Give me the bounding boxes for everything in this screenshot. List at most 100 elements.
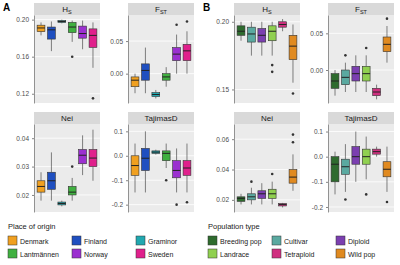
median — [162, 76, 170, 77]
outlier — [365, 47, 368, 50]
box — [68, 165, 76, 200]
box-body — [268, 189, 276, 198]
whisker-low — [41, 192, 42, 201]
tick: 0.1 — [314, 128, 328, 135]
outlier — [175, 203, 178, 206]
grid-line — [128, 180, 194, 181]
tick-mark — [126, 131, 128, 132]
legend-item: Finland — [72, 236, 107, 245]
median — [58, 203, 66, 204]
y-axis: 0.020.030.04 — [16, 125, 34, 213]
whisker-low — [92, 167, 93, 181]
whisker-high — [251, 22, 252, 27]
tick-label: 0.16 — [16, 53, 29, 60]
median — [373, 92, 381, 93]
tick-mark — [126, 180, 128, 181]
whisker-high — [166, 67, 167, 74]
whisker-low — [335, 88, 336, 95]
box — [173, 23, 181, 73]
median — [152, 94, 160, 95]
box-body — [237, 197, 245, 202]
median — [48, 180, 56, 181]
tick-label: 0.20 — [16, 16, 29, 23]
whisker-high — [176, 35, 177, 48]
box-body — [89, 150, 97, 167]
legend-label: Lantmännen — [20, 251, 59, 258]
median — [331, 81, 339, 82]
box — [289, 133, 297, 190]
whisker-low — [72, 195, 73, 201]
whisker-low — [366, 81, 367, 92]
legend-key — [72, 236, 81, 245]
whisker-low — [355, 164, 356, 182]
tick-mark — [126, 74, 128, 75]
facet: FST0.000.05 — [110, 3, 194, 104]
tick: 0.20 — [216, 18, 234, 25]
tick-label: 0.05 — [310, 30, 323, 37]
whisker-low — [186, 175, 187, 192]
plot-background — [234, 124, 300, 212]
box — [152, 150, 160, 155]
whisker-high — [92, 130, 93, 150]
grid-line — [34, 93, 100, 94]
tick-label: 0.0 — [314, 153, 323, 160]
median — [237, 31, 245, 32]
grid-line — [328, 33, 394, 34]
box — [173, 148, 181, 206]
box-body — [373, 88, 381, 95]
median — [248, 33, 256, 34]
panel: AHS0.120.160.20FST0.000.05Nei0.020.030.0… — [3, 2, 194, 259]
box — [268, 22, 276, 73]
whisker-high — [355, 132, 356, 147]
outlier — [386, 17, 389, 20]
tick: 0.0 — [114, 152, 128, 159]
facet-title: HS — [62, 5, 72, 15]
axis-line — [34, 125, 35, 213]
box — [48, 152, 56, 200]
legend: Place of originDenmarkFinlandGraminorLan… — [8, 222, 178, 259]
whisker-low — [92, 47, 93, 67]
outlier — [92, 97, 95, 100]
median — [383, 44, 391, 45]
whisker-high — [261, 22, 262, 29]
box — [237, 194, 245, 205]
box-body — [173, 161, 181, 178]
box — [331, 152, 339, 195]
tick-label: 0.04 — [216, 166, 229, 173]
whisker-low — [261, 42, 262, 56]
marks — [131, 20, 191, 98]
box — [89, 130, 97, 181]
box-body — [183, 161, 191, 176]
box — [331, 70, 339, 96]
tick-label: 0.02 — [216, 196, 229, 203]
box — [58, 20, 66, 24]
tick-mark — [126, 156, 128, 157]
facet-title: FST — [355, 5, 368, 15]
box-body — [142, 148, 150, 170]
facet-strip — [128, 112, 194, 124]
median — [373, 151, 381, 152]
panel-label: A — [3, 2, 10, 13]
legend-key — [208, 249, 217, 258]
whisker-low — [176, 178, 177, 193]
tick: 0.03 — [16, 163, 34, 170]
tick: 0.05 — [110, 38, 128, 45]
tick-label: 0.00 — [310, 67, 323, 74]
median — [289, 46, 297, 47]
outlier — [271, 173, 274, 176]
marks — [237, 133, 297, 207]
grid-line — [34, 56, 100, 57]
facet: HS0.150.20 — [216, 3, 300, 104]
tick-label: 0.1 — [314, 128, 323, 135]
median — [173, 54, 181, 55]
facet: FST 0.00 0.05 — [310, 3, 394, 104]
box-body — [248, 27, 256, 42]
box-body — [131, 156, 139, 176]
axis-line — [128, 125, 129, 213]
facet: Nei0.020.040.06 — [216, 112, 300, 213]
median — [258, 193, 266, 194]
box — [342, 144, 350, 201]
whisker-high — [282, 19, 283, 22]
legend-key — [208, 236, 217, 245]
plot-background — [328, 124, 394, 212]
